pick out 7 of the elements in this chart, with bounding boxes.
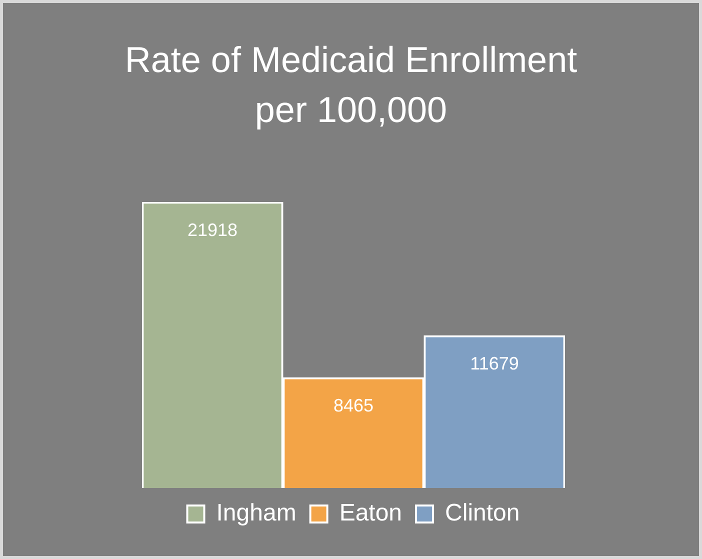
data-label: 8465 [333,396,374,416]
data-label: 11679 [470,354,519,374]
legend-label: Clinton [445,500,520,527]
legend-label: Ingham [216,500,296,527]
data-label: 21918 [187,220,238,240]
legend-label: Eaton [339,500,402,527]
chart-title: Rate of Medicaid Enrollment per 100,000 [124,38,578,132]
